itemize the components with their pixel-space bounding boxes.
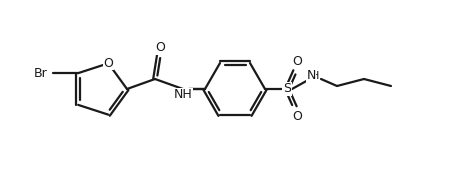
Text: H: H [311,71,319,81]
Text: S: S [283,83,291,96]
Text: O: O [292,55,302,68]
Text: O: O [155,42,165,55]
Text: Br: Br [33,67,47,80]
Text: O: O [103,57,113,70]
Text: N: N [307,70,316,83]
Text: NH: NH [174,89,192,102]
Text: O: O [292,109,302,122]
